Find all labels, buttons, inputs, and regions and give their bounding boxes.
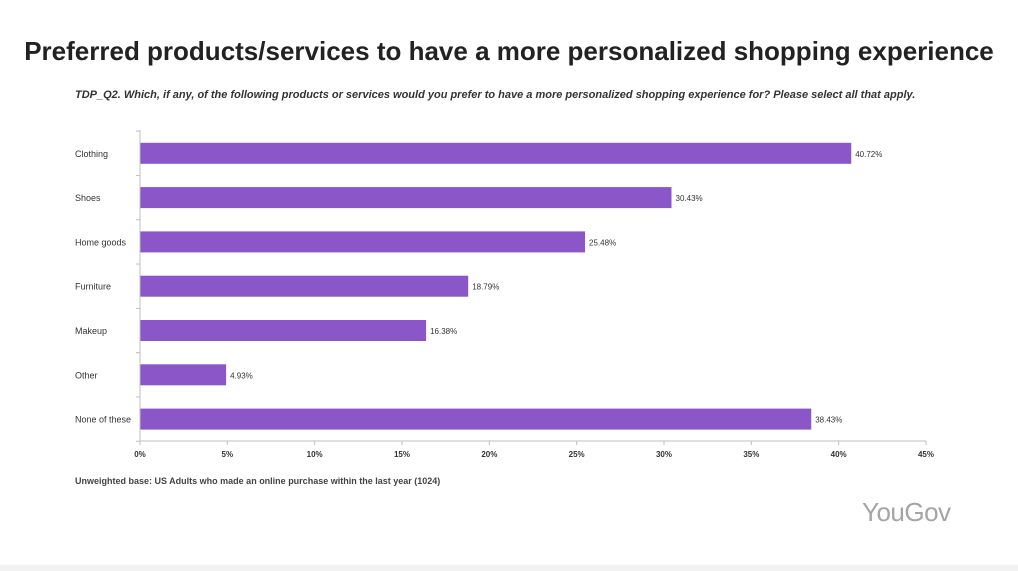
page-title: Preferred products/services to have a mo… [24,36,994,66]
x-tick-label: 15% [394,450,410,459]
value-label: 25.48% [589,238,616,247]
x-tick-label: 20% [481,450,497,459]
bar [140,187,672,209]
category-label: None of these [75,415,131,425]
base-note: Unweighted base: US Adults who made an o… [75,476,441,486]
category-label: Other [75,370,98,380]
value-label: 18.79% [472,283,499,292]
category-label: Shoes [75,193,101,203]
value-label: 16.38% [430,327,457,336]
x-tick-label: 35% [743,450,759,459]
x-tick-label: 25% [569,450,585,459]
bar [140,231,586,253]
value-label: 40.72% [855,150,882,159]
axis-layer: 0% 5% 10% 15% 20% 25% 30% 35% 40% 45% [134,130,934,459]
value-label: 30.43% [676,194,703,203]
survey-question: TDP_Q2. Which, if any, of the following … [75,89,916,101]
bottom-strip [0,565,1018,571]
bars-layer: Clothing 40.72% Shoes 30.43% Home goods 25.48… [75,142,882,430]
bar [140,364,227,386]
bar [140,142,852,164]
value-label: 4.93% [230,371,253,380]
x-tick-label: 45% [918,450,934,459]
x-tick-label: 0% [134,450,146,459]
x-tick-label: 10% [307,450,323,459]
bar [140,275,469,297]
category-label: Clothing [75,149,108,159]
category-label: Makeup [75,326,107,336]
value-label: 38.43% [815,416,842,425]
category-label: Home goods [75,237,127,247]
category-label: Furniture [75,282,111,292]
x-tick-label: 5% [222,450,234,459]
x-tick-label: 30% [656,450,672,459]
bar [140,408,812,430]
x-tick-label: 40% [831,450,847,459]
yougov-logo: YouGov [862,497,951,527]
bar [140,320,427,341]
